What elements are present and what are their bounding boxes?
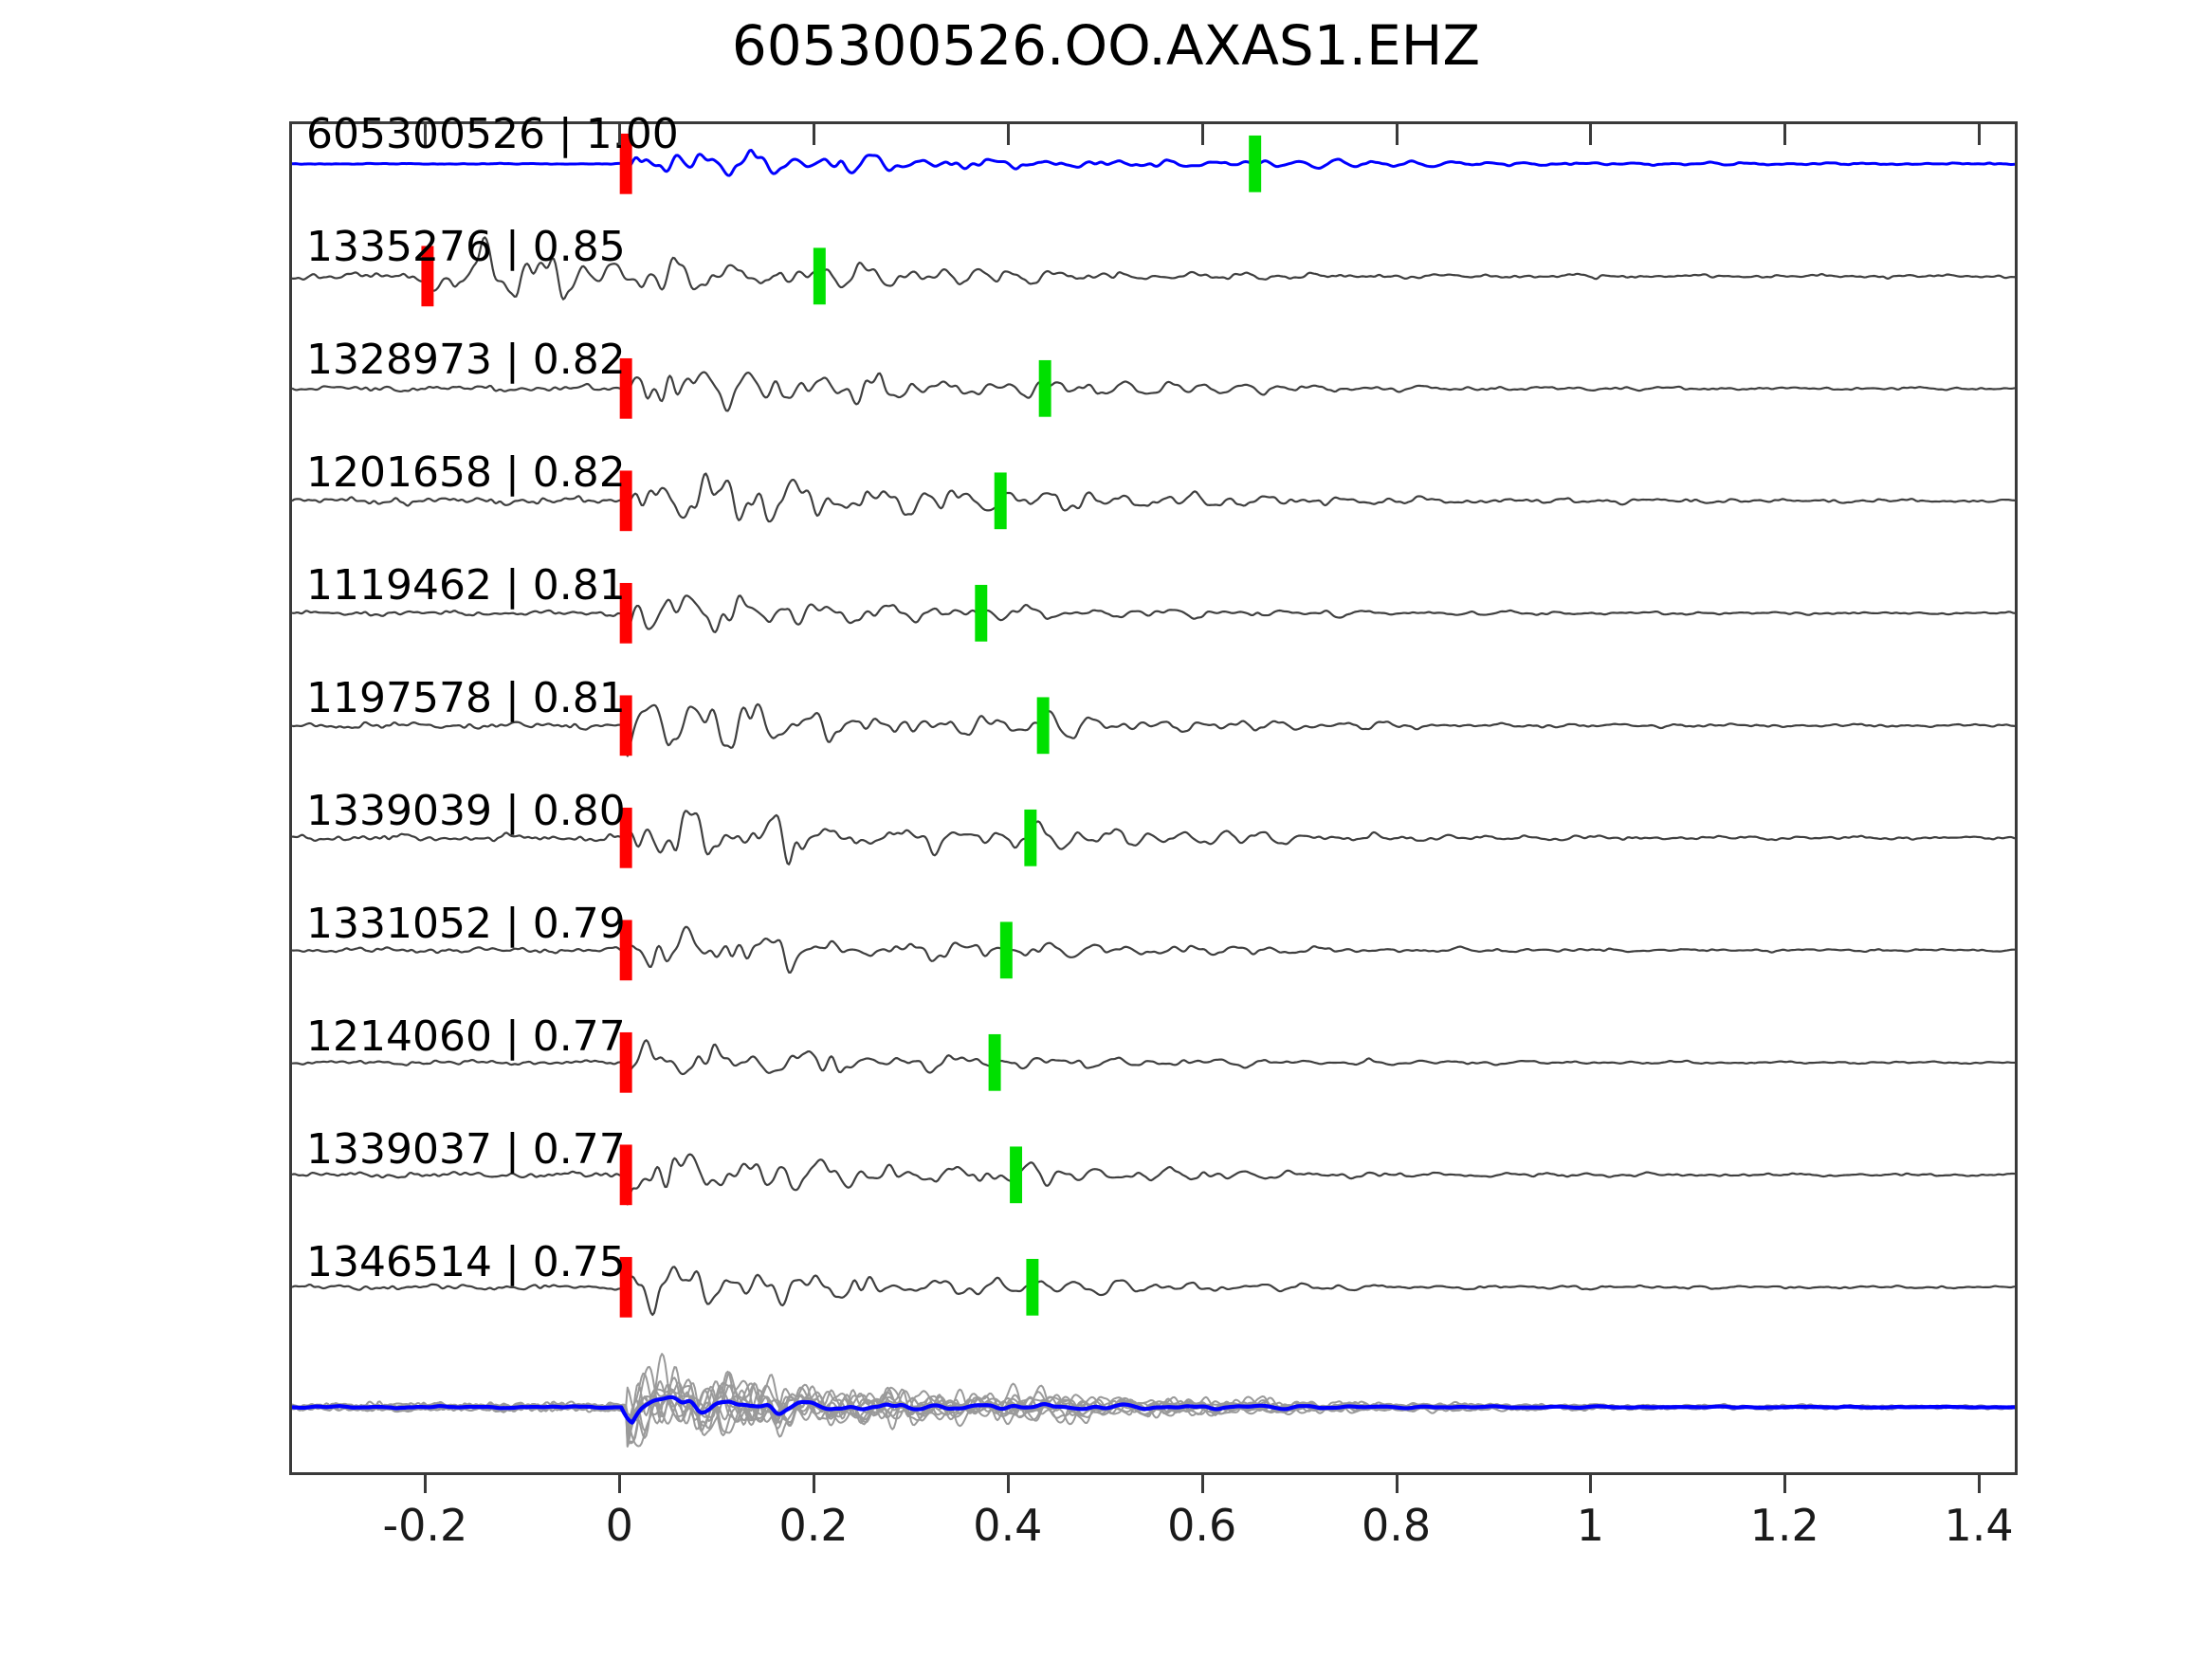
trace-line-1119462 bbox=[292, 594, 2015, 633]
x-tick-label-2: 0.2 bbox=[778, 1500, 849, 1551]
trace-label-1346514: 1346514 | 0.75 bbox=[306, 1238, 626, 1286]
x-tick-label-1: 0 bbox=[605, 1500, 633, 1551]
s-pick-marker-1197578 bbox=[1036, 697, 1050, 755]
s-pick-marker-605300526 bbox=[1249, 135, 1262, 192]
trace-label-1339039: 1339039 | 0.80 bbox=[306, 787, 626, 835]
x-tick-label-4: 0.6 bbox=[1167, 1500, 1237, 1551]
x-tick-mark-1 bbox=[618, 1472, 622, 1493]
p-pick-marker-1328973 bbox=[619, 357, 632, 419]
trace-label-1328973: 1328973 | 0.82 bbox=[306, 336, 626, 384]
trace-label-605300526: 605300526 | 1.00 bbox=[306, 110, 679, 158]
x-tick-label-7: 1.2 bbox=[1749, 1500, 1819, 1551]
trace-label-1339037: 1339037 | 0.77 bbox=[306, 1125, 626, 1174]
p-pick-marker-1201658 bbox=[619, 470, 632, 532]
x-tick-mark-top-2 bbox=[813, 124, 816, 145]
x-tick-mark-2 bbox=[813, 1472, 816, 1493]
trace-line-1331052 bbox=[292, 925, 2015, 974]
x-tick-mark-7 bbox=[1783, 1472, 1787, 1493]
x-tick-mark-top-1 bbox=[618, 124, 622, 145]
trace-line-1214060 bbox=[292, 1039, 2015, 1077]
trace-line-1339037 bbox=[292, 1153, 2015, 1206]
trace-line-1335276 bbox=[292, 236, 2015, 301]
page-title: 605300526.OO.AXAS1.EHZ bbox=[731, 13, 1481, 78]
x-tick-mark-0 bbox=[424, 1472, 428, 1493]
trace-label-1119462: 1119462 | 0.81 bbox=[306, 561, 626, 610]
p-pick-marker-1119462 bbox=[619, 582, 632, 644]
x-tick-mark-top-8 bbox=[1978, 124, 1982, 145]
x-tick-mark-top-7 bbox=[1783, 124, 1787, 145]
p-pick-marker-1339039 bbox=[619, 807, 632, 868]
trace-line-1346514 bbox=[292, 1266, 2015, 1317]
s-pick-marker-1201658 bbox=[994, 472, 1007, 530]
s-pick-marker-1328973 bbox=[1038, 359, 1051, 417]
p-pick-marker-1331052 bbox=[619, 920, 632, 981]
trace-line-1328973 bbox=[292, 371, 2015, 412]
x-tick-mark-6 bbox=[1589, 1472, 1593, 1493]
p-pick-marker-1346514 bbox=[619, 1256, 632, 1318]
trace-line-1201658 bbox=[292, 472, 2015, 523]
trace-label-1335276: 1335276 | 0.85 bbox=[306, 223, 626, 271]
trace-label-1197578: 1197578 | 0.81 bbox=[306, 674, 626, 722]
x-tick-mark-top-0 bbox=[424, 124, 428, 145]
x-tick-mark-top-5 bbox=[1395, 124, 1398, 145]
s-pick-marker-1339037 bbox=[1010, 1146, 1023, 1204]
p-pick-marker-1339037 bbox=[619, 1144, 632, 1206]
s-pick-marker-1335276 bbox=[813, 247, 826, 305]
s-pick-marker-1331052 bbox=[999, 921, 1013, 979]
x-tick-label-3: 0.4 bbox=[973, 1500, 1043, 1551]
p-pick-marker-1214060 bbox=[619, 1031, 632, 1093]
s-pick-marker-1339039 bbox=[1024, 809, 1037, 866]
x-tick-label-8: 1.4 bbox=[1944, 1500, 2014, 1551]
x-tick-mark-5 bbox=[1395, 1472, 1398, 1493]
s-pick-marker-1214060 bbox=[988, 1033, 1001, 1091]
x-tick-mark-top-6 bbox=[1589, 124, 1593, 145]
x-tick-mark-4 bbox=[1200, 1472, 1204, 1493]
trace-label-1214060: 1214060 | 0.77 bbox=[306, 1012, 626, 1061]
x-tick-label-0: -0.2 bbox=[382, 1500, 468, 1551]
x-tick-mark-3 bbox=[1006, 1472, 1010, 1493]
trace-line-1339039 bbox=[292, 810, 2015, 866]
stack-mean-line bbox=[292, 1395, 2015, 1425]
trace-line-1197578 bbox=[292, 702, 2015, 757]
waveform-plot-area bbox=[292, 124, 2015, 1472]
p-pick-marker-605300526 bbox=[619, 133, 632, 194]
plot-axes bbox=[289, 121, 2018, 1475]
trace-label-1331052: 1331052 | 0.79 bbox=[306, 900, 626, 948]
x-tick-mark-top-4 bbox=[1200, 124, 1204, 145]
x-tick-label-5: 0.8 bbox=[1361, 1500, 1432, 1551]
x-tick-mark-top-3 bbox=[1006, 124, 1010, 145]
p-pick-marker-1197578 bbox=[619, 695, 632, 757]
x-tick-mark-8 bbox=[1978, 1472, 1982, 1493]
s-pick-marker-1346514 bbox=[1026, 1258, 1039, 1316]
stack-member-line-1 bbox=[292, 1388, 2015, 1448]
s-pick-marker-1119462 bbox=[975, 584, 988, 642]
trace-label-1201658: 1201658 | 0.82 bbox=[306, 448, 626, 497]
trace-line-605300526 bbox=[292, 149, 2015, 177]
x-tick-label-6: 1 bbox=[1576, 1500, 1604, 1551]
waveform-svg bbox=[292, 133, 2015, 1448]
p-pick-marker-1335276 bbox=[421, 246, 434, 307]
